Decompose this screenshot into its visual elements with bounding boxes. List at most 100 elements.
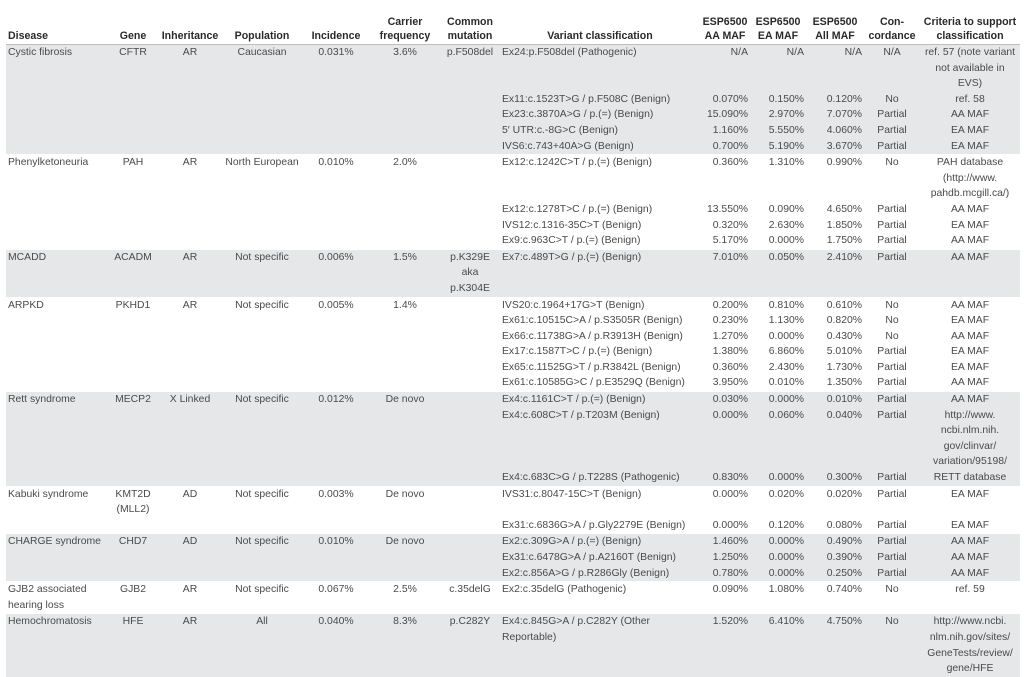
cell-incidence: [302, 313, 370, 329]
cell-criteria: EA MAF: [920, 359, 1020, 376]
cell-ea-maf: 0.000%: [750, 328, 806, 345]
cell-common-mutation: [440, 154, 500, 202]
cell-all-maf: 0.010%: [806, 391, 864, 408]
cell-incidence: 0.010%: [302, 154, 370, 202]
cell-inheritance: AD: [158, 485, 222, 518]
cell-carrier-frequency: [370, 375, 440, 392]
cell-variant-classification: Ex4:c.683C>G / p.T228S (Pathogenic): [500, 470, 700, 487]
cell-common-mutation: [440, 517, 500, 534]
table-row: Ex23:c.3870A>G / p.(=) (Benign) 15.090% 2.…: [6, 107, 1020, 123]
cell-concordance: Partial: [864, 550, 920, 566]
cell-population: [222, 359, 302, 376]
cell-inheritance: [158, 122, 222, 139]
cell-all-maf: 0.990%: [806, 154, 864, 202]
cell-criteria: EA MAF: [920, 485, 1020, 518]
cell-aa-maf: 13.550%: [700, 201, 750, 218]
header-inheritance: Inheritance: [158, 0, 222, 45]
cell-aa-maf: 7.010%: [700, 248, 750, 297]
table-row: Ex61:c.10585G>C / p.E3529Q (Benign) 3.950…: [6, 375, 1020, 392]
cell-aa-maf: 0.780%: [700, 565, 750, 582]
cell-aa-maf: 0.030%: [700, 391, 750, 408]
cell-variant-classification: Ex12:c.1278T>C / p.(=) (Benign): [500, 201, 700, 218]
cell-common-mutation: [440, 470, 500, 487]
cell-aa-maf: 0.320%: [700, 217, 750, 234]
cell-ea-maf: 2.970%: [750, 107, 806, 123]
cell-aa-maf: 15.090%: [700, 107, 750, 123]
cell-carrier-frequency: 1.5%: [370, 248, 440, 297]
cell-disease: [6, 138, 108, 155]
cell-variant-classification: Ex65:c.11525G>T / p.R3842L (Benign): [500, 359, 700, 376]
cell-criteria: EA MAF: [920, 138, 1020, 155]
cell-concordance: Partial: [864, 565, 920, 582]
cell-concordance: Partial: [864, 138, 920, 155]
cell-carrier-frequency: [370, 344, 440, 360]
cell-gene: [108, 233, 158, 250]
cell-incidence: [302, 201, 370, 218]
cell-common-mutation: [440, 375, 500, 392]
table-row: MCADD ACADM AR Not specific 0.006% 1.5% p.K329…: [6, 248, 1020, 297]
cell-ea-maf: 0.000%: [750, 550, 806, 566]
table-row: CHARGE syndrome CHD7 AD Not specific 0.010% D…: [6, 533, 1020, 550]
cell-concordance: No: [864, 581, 920, 614]
cell-disease: [6, 517, 108, 534]
cell-inheritance: [158, 550, 222, 566]
cell-gene: [108, 107, 158, 123]
cell-variant-classification: Ex31:c.6836G>A / p.Gly2279E (Benign): [500, 517, 700, 534]
cell-common-mutation: [440, 138, 500, 155]
cell-criteria: EA MAF: [920, 517, 1020, 534]
cell-disease: MCADD: [6, 248, 108, 297]
cell-inheritance: [158, 313, 222, 329]
cell-criteria: EA MAF: [920, 313, 1020, 329]
header-gene: Gene: [108, 0, 158, 45]
table-row: Hemochromatosis HFE AR All 0.040% 8.3% p.C282Y…: [6, 613, 1020, 677]
cell-incidence: [302, 517, 370, 534]
cell-gene: KMT2D (MLL2): [108, 485, 158, 518]
header-population: Population: [222, 0, 302, 45]
cell-common-mutation: [440, 217, 500, 234]
cell-gene: [108, 201, 158, 218]
cell-aa-maf: 0.000%: [700, 517, 750, 534]
cell-criteria: AA MAF: [920, 550, 1020, 566]
cell-disease: [6, 107, 108, 123]
cell-variant-classification: IVS12:c.1316-35C>T (Benign): [500, 217, 700, 234]
cell-carrier-frequency: De novo: [370, 391, 440, 408]
cell-inheritance: AR: [158, 613, 222, 677]
cell-variant-classification: 5′ UTR:c.-8G>C (Benign): [500, 122, 700, 139]
cell-ea-maf: 0.000%: [750, 391, 806, 408]
cell-ea-maf: 0.000%: [750, 470, 806, 487]
cell-aa-maf: 0.830%: [700, 470, 750, 487]
cell-aa-maf: N/A: [700, 43, 750, 92]
cell-common-mutation: [440, 91, 500, 108]
cell-concordance: Partial: [864, 248, 920, 297]
cell-population: [222, 550, 302, 566]
cell-disease: [6, 217, 108, 234]
cell-all-maf: 0.080%: [806, 517, 864, 534]
cell-population: Not specific: [222, 296, 302, 314]
cell-disease: [6, 359, 108, 376]
cell-criteria: ref. 57 (note variant not available in E…: [920, 43, 1020, 92]
cell-incidence: [302, 359, 370, 376]
cell-common-mutation: [440, 533, 500, 550]
header-variant-classification: Variant classification: [500, 0, 700, 45]
cell-aa-maf: 1.460%: [700, 533, 750, 550]
cell-incidence: [302, 138, 370, 155]
header-incidence: Incidence: [302, 0, 370, 45]
cell-carrier-frequency: [370, 217, 440, 234]
cell-incidence: [302, 470, 370, 487]
cell-all-maf: 1.730%: [806, 359, 864, 376]
cell-criteria: RETT database: [920, 470, 1020, 487]
cell-all-maf: N/A: [806, 43, 864, 92]
cell-population: [222, 565, 302, 582]
cell-carrier-frequency: [370, 359, 440, 376]
cell-disease: [6, 407, 108, 471]
cell-variant-classification: Ex4:c.845G>A / p.C282Y (Other Reportable…: [500, 613, 700, 677]
cell-variant-classification: Ex66:c.11738G>A / p.R3913H (Benign): [500, 328, 700, 345]
cell-population: [222, 107, 302, 123]
cell-ea-maf: 0.810%: [750, 296, 806, 314]
cell-inheritance: AR: [158, 43, 222, 92]
cell-common-mutation: [440, 122, 500, 139]
cell-inheritance: AR: [158, 296, 222, 314]
cell-concordance: Partial: [864, 122, 920, 139]
cell-all-maf: 0.120%: [806, 91, 864, 108]
cell-ea-maf: 1.080%: [750, 581, 806, 614]
